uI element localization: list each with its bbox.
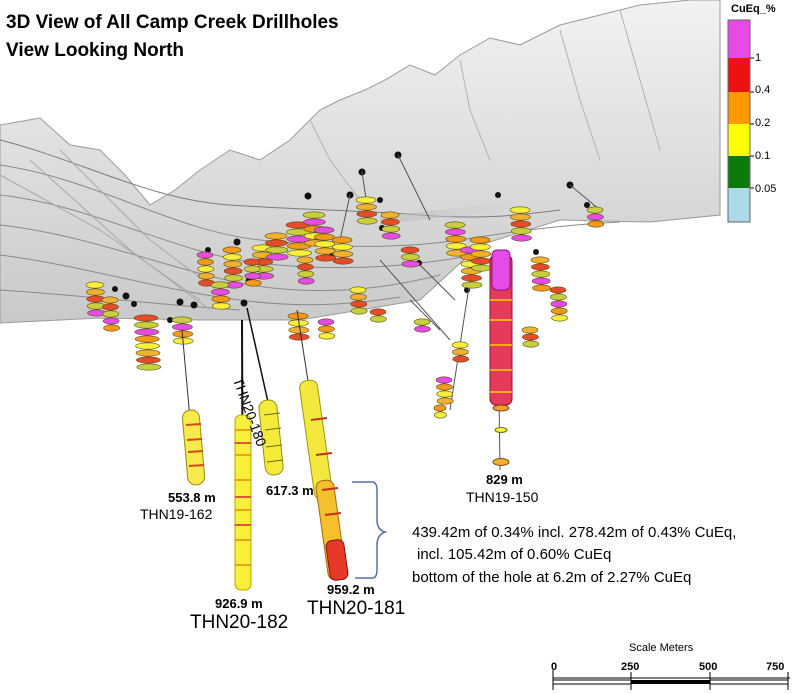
- hole-label-thn19-162: THN19-162: [140, 506, 213, 522]
- scale-tick-250: 250: [621, 661, 640, 673]
- hole-label-thn20-182: THN20-182: [190, 612, 289, 633]
- legend-swatch: [728, 92, 750, 124]
- scale-bar: [552, 670, 790, 690]
- legend-label-0-4: 0.4: [755, 84, 771, 96]
- annotation-bracket: [352, 481, 388, 579]
- figure-title-line2: View Looking North: [6, 40, 185, 61]
- hole-label-thn20-181: THN20-181: [307, 598, 406, 619]
- hole-label-thn19-150: THN19-150: [466, 489, 539, 505]
- depth-label-thn19-162: 553.8 m: [168, 490, 216, 505]
- intercept-annotation-line1: 439.42m of 0.34% incl. 278.42m of 0.43% …: [412, 524, 737, 541]
- drillhole-cluster: [85, 151, 605, 591]
- depth-label-thn20-181: 959.2 m: [327, 582, 375, 597]
- intercept-annotation-line3: bottom of the hole at 6.2m of 2.27% CuEq: [412, 569, 692, 586]
- intercept-annotation-line2: incl. 105.42m of 0.60% CuEq: [417, 546, 612, 563]
- legend-label-0-05: 0.05: [755, 183, 777, 195]
- legend-swatch: [728, 20, 750, 58]
- legend-label-1: 1: [755, 52, 762, 64]
- figure-title-line1: 3D View of All Camp Creek Drillholes: [6, 12, 339, 33]
- depth-label-thn19-150: 829 m: [486, 472, 523, 487]
- legend-label-0-2: 0.2: [755, 117, 771, 129]
- scale-tick-750: 750: [766, 661, 785, 673]
- legend-title: CuEq_%: [731, 3, 776, 15]
- legend-colorbar: [727, 19, 754, 223]
- scale-tick-0: 0: [551, 661, 558, 673]
- legend-swatch: [728, 58, 750, 92]
- depth-label-thn20-180: 617.3 m: [266, 483, 314, 498]
- legend-swatch: [728, 124, 750, 156]
- depth-label-thn20-182: 926.9 m: [215, 596, 263, 611]
- scale-title: Scale Meters: [629, 642, 694, 654]
- legend-label-0-1: 0.1: [755, 150, 771, 162]
- scale-tick-500: 500: [699, 661, 718, 673]
- legend-swatch: [728, 156, 750, 188]
- terrain-surface: [0, 0, 721, 324]
- legend-swatch: [728, 188, 750, 222]
